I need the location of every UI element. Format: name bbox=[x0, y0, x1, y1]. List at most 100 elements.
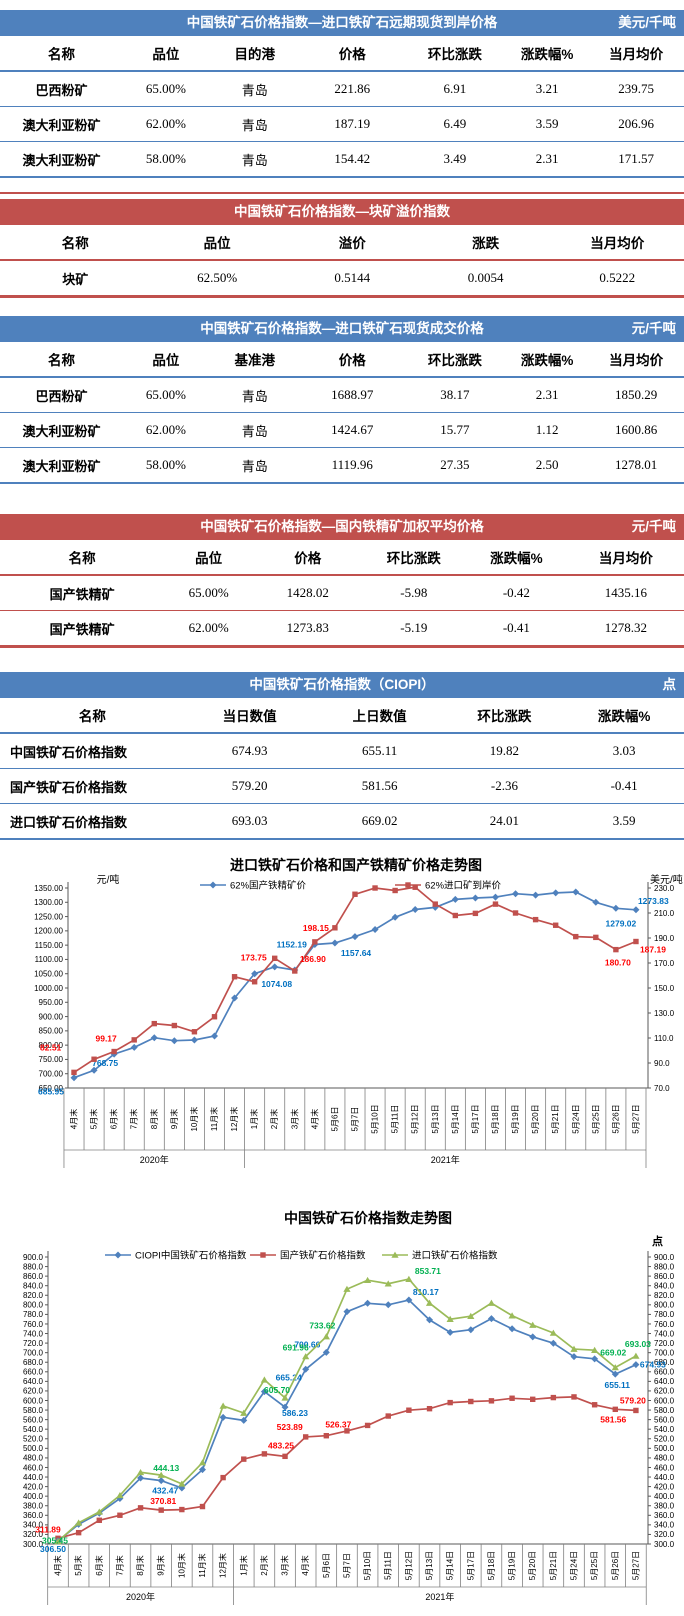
x-axis-category-label: 5月19日 bbox=[511, 1104, 520, 1133]
left-axis-tick-label: 780.0 bbox=[23, 1310, 44, 1319]
row-name-cell: 进口铁矿石价格指数 bbox=[0, 803, 185, 838]
x-axis-category-label: 5月末 bbox=[89, 1109, 99, 1129]
marker-diamond bbox=[572, 888, 580, 896]
left-axis-tick-label: 750.00 bbox=[39, 1055, 64, 1064]
left-axis-tick-label: 580.0 bbox=[23, 1406, 44, 1415]
right-axis-tick-label: 760.0 bbox=[654, 1320, 675, 1329]
marker-diamond bbox=[130, 1043, 138, 1051]
marker-square bbox=[452, 912, 459, 919]
x-axis-category-label: 5月末 bbox=[73, 1555, 83, 1575]
marker-square bbox=[179, 1506, 185, 1513]
marker-triangle bbox=[570, 1345, 578, 1352]
right-axis-tick-label: 300.0 bbox=[654, 1540, 675, 1549]
table-row: 国产铁精矿 62.00% 1273.83 -5.19 -0.41 1278.32 bbox=[0, 610, 684, 645]
value-cell: 1850.29 bbox=[614, 387, 658, 402]
marker-square bbox=[261, 1451, 268, 1457]
data-point-label: 1157.64 bbox=[341, 948, 372, 958]
column-header: 当月均价 bbox=[588, 342, 684, 378]
value-cell: 3.59 bbox=[506, 106, 589, 142]
marker-square bbox=[251, 979, 258, 985]
left-axis-tick-label: 850.00 bbox=[39, 1027, 64, 1036]
marker-diamond bbox=[190, 1036, 198, 1044]
right-axis-tick-label: 620.0 bbox=[654, 1387, 675, 1396]
data-point-label: 306.50 bbox=[40, 1544, 66, 1554]
table-row: 国产铁矿石价格指数 579.20 581.56 -2.36 -0.41 bbox=[0, 768, 684, 804]
right-axis-tick-label: 460.0 bbox=[654, 1463, 675, 1472]
marker-triangle bbox=[198, 1459, 207, 1466]
left-axis-tick-label: 400.0 bbox=[23, 1492, 44, 1501]
marker-diamond bbox=[508, 1325, 516, 1333]
data-point-label: 523.89 bbox=[277, 1422, 303, 1432]
marker-triangle bbox=[322, 1333, 330, 1340]
left-axis-tick-label: 900.0 bbox=[23, 1253, 44, 1262]
x-axis-category-label: 5月6日 bbox=[330, 1107, 339, 1132]
x-axis-category-label: 5月20日 bbox=[528, 1551, 537, 1580]
marker-triangle bbox=[611, 1364, 619, 1371]
value-cell: 1428.02 bbox=[286, 585, 329, 600]
marker-triangle bbox=[591, 1346, 599, 1353]
left-axis-tick-label: 840.0 bbox=[23, 1282, 44, 1291]
marker-triangle bbox=[240, 1409, 248, 1416]
marker-square bbox=[231, 974, 238, 980]
value-cell: 579.20 bbox=[184, 768, 315, 804]
x-axis-category-label: 5月14日 bbox=[446, 1551, 455, 1580]
x-axis-category-label: 9月末 bbox=[156, 1555, 166, 1575]
marker-square bbox=[472, 910, 479, 917]
marker-diamond bbox=[384, 1301, 392, 1309]
table-import-forward-spot-price: 中国铁矿石价格指数—进口铁矿石远期现货到岸价格 美元/千吨 名称 品位 目的港 价格 环比涨… bbox=[0, 10, 684, 178]
right-axis-tick-label: 500.0 bbox=[654, 1444, 675, 1453]
left-axis-tick-label: 340.0 bbox=[23, 1521, 44, 1530]
value-cell: 38.17 bbox=[440, 387, 470, 402]
year-group-label: 2020年 bbox=[126, 1591, 155, 1602]
x-axis-category-label: 5月24日 bbox=[571, 1104, 580, 1133]
x-axis-category-label: 5月20日 bbox=[531, 1104, 540, 1133]
table-row: 澳大利亚粉矿 62.00% 青岛 1424.67 15.77 1.12 1600.86 bbox=[0, 412, 684, 448]
right-axis-tick-label: 170.0 bbox=[654, 959, 675, 968]
left-axis-tick-label: 740.0 bbox=[23, 1329, 44, 1338]
x-axis-category-label: 5月27日 bbox=[631, 1104, 640, 1133]
marker-triangle bbox=[508, 1312, 516, 1319]
marker-square bbox=[272, 955, 278, 962]
marker-square bbox=[571, 1394, 577, 1400]
right-axis-tick-label: 380.0 bbox=[654, 1502, 675, 1511]
data-point-label: 180.70 bbox=[605, 958, 631, 968]
marker-triangle bbox=[425, 1299, 434, 1306]
left-axis-tick-label: 1250.00 bbox=[34, 912, 63, 921]
x-axis-category-label: 8月末 bbox=[149, 1109, 159, 1129]
marker-square bbox=[432, 901, 438, 907]
legend-label: 62%国产铁精矿价 bbox=[230, 880, 307, 892]
value-cell: 58.00% bbox=[123, 141, 209, 176]
x-axis-category-label: 12月末 bbox=[229, 1107, 239, 1132]
x-axis-category-label: 5月12日 bbox=[404, 1551, 413, 1580]
data-point-label: 691.96 bbox=[283, 1343, 309, 1353]
marker-triangle bbox=[178, 1480, 186, 1487]
data-point-label: 674.93 bbox=[640, 1360, 666, 1370]
marker-triangle bbox=[529, 1321, 537, 1328]
x-axis-category-label: 5月10日 bbox=[371, 1104, 380, 1133]
left-axis-tick-label: 680.0 bbox=[23, 1358, 44, 1367]
left-axis-tick-label: 1200.00 bbox=[34, 927, 63, 936]
right-axis-tick-label: 340.0 bbox=[654, 1521, 675, 1530]
table-title-bar: 中国铁矿石价格指数—进口铁矿石远期现货到岸价格 美元/千吨 bbox=[0, 10, 684, 36]
right-axis-unit: 美元/吨 bbox=[650, 873, 683, 886]
marker-triangle bbox=[632, 1352, 640, 1359]
right-axis-tick-label: 400.0 bbox=[654, 1492, 675, 1501]
value-cell: -0.42 bbox=[502, 585, 530, 600]
value-cell: 3.49 bbox=[403, 141, 507, 176]
column-header: 名称 bbox=[0, 36, 124, 72]
x-axis-category-label: 2月末 bbox=[259, 1555, 269, 1575]
data-point-label: 586.23 bbox=[282, 1408, 308, 1418]
column-header: 价格 bbox=[253, 540, 363, 576]
row-name-cell: 澳大利亚粉矿 bbox=[0, 412, 124, 448]
marker-square bbox=[117, 1512, 123, 1518]
table-lump-premium-index: 中国铁矿石价格指数—块矿溢价指数 名称 品位 溢价 涨跌 当月均价 块矿 62.50% 0.51… bbox=[0, 192, 684, 298]
marker-square bbox=[530, 1396, 536, 1403]
column-header: 涨跌幅% bbox=[564, 698, 684, 734]
right-axis-tick-label: 190.0 bbox=[654, 934, 675, 943]
value-cell: 青岛 bbox=[208, 141, 301, 176]
x-axis-category-label: 5月24日 bbox=[570, 1551, 579, 1580]
column-header: 环比涨跌 bbox=[362, 540, 466, 576]
right-axis-tick-label: 880.0 bbox=[654, 1262, 675, 1271]
data-point-label: 370.81 bbox=[150, 1496, 176, 1506]
